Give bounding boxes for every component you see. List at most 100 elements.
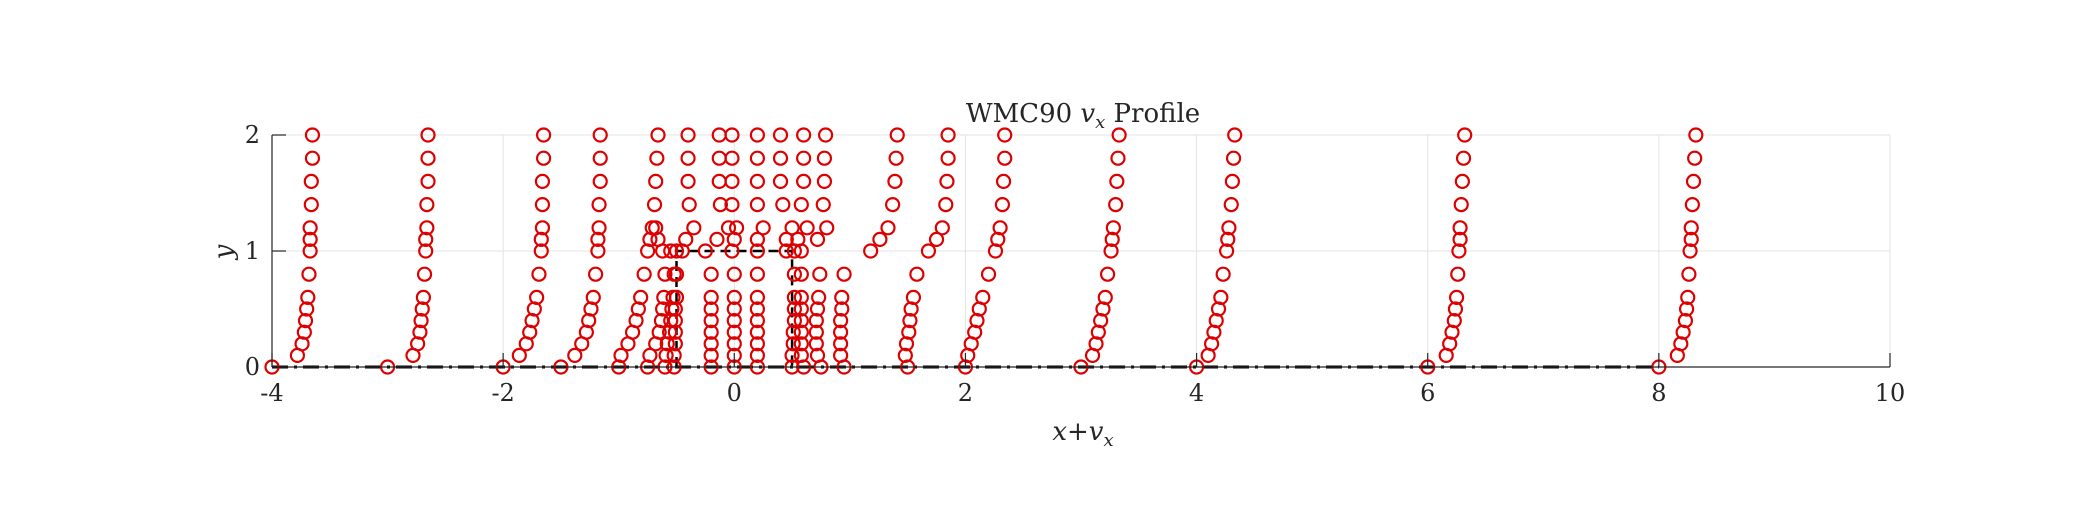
profile-marker xyxy=(1683,220,1699,236)
tick-labels: -4 -2 0 2 4 6 8 10 0 1 2 xyxy=(245,121,1906,407)
profile-marker xyxy=(534,197,551,213)
behind-marker xyxy=(793,301,809,317)
profile-marker xyxy=(590,243,606,259)
profile-marker xyxy=(529,289,545,305)
obstacle-top-marker xyxy=(772,173,789,189)
profile-marker xyxy=(1110,150,1126,166)
front-marker xyxy=(661,324,678,340)
profile-marker xyxy=(592,127,608,143)
profile-marker xyxy=(940,127,956,143)
interior-marker xyxy=(703,313,719,329)
surface-marker xyxy=(674,243,690,259)
interior-marker xyxy=(749,313,766,329)
front-marker xyxy=(667,301,683,317)
behind-marker xyxy=(786,243,802,259)
behind-marker xyxy=(793,313,809,329)
x-tick-label: 8 xyxy=(1651,379,1666,407)
profile-marker xyxy=(413,313,429,329)
profile-marker xyxy=(1450,266,1466,282)
x-tick-label: -4 xyxy=(260,379,283,407)
x-axis-label-plus: + xyxy=(1067,417,1089,447)
y-tick-label: 1 xyxy=(245,237,260,265)
profile-marker xyxy=(975,289,991,305)
obstacle-top-marker xyxy=(784,220,800,236)
behind-marker xyxy=(809,301,826,317)
profile-marker xyxy=(650,127,666,143)
profile-marker xyxy=(534,220,551,236)
interior-marker xyxy=(703,347,719,363)
obstacle-top-marker xyxy=(816,150,833,166)
profile-marker xyxy=(833,324,849,340)
x-tick-label: 10 xyxy=(1875,379,1906,407)
profile-marker xyxy=(1453,197,1469,213)
obstacle-top-marker xyxy=(775,197,791,213)
behind-marker xyxy=(793,289,809,305)
profile-marker xyxy=(1451,243,1467,259)
profile-marker xyxy=(591,220,607,236)
profile-marker xyxy=(418,243,434,259)
profile-marker xyxy=(901,324,917,340)
behind-marker xyxy=(785,324,801,340)
interior-marker xyxy=(726,289,742,305)
profile-marker xyxy=(1220,231,1236,247)
interior-marker xyxy=(703,301,719,317)
profile-marker xyxy=(1452,231,1468,247)
profile-marker xyxy=(1097,289,1113,305)
profile-marker xyxy=(1688,127,1704,143)
behind-marker xyxy=(811,289,827,305)
profile-marker xyxy=(872,231,888,247)
chart-title-sub: x xyxy=(1095,112,1105,133)
profile-marker xyxy=(533,231,549,247)
obstacle-top-marker xyxy=(793,197,809,213)
behind-marker xyxy=(812,266,828,282)
x-axis-label-var: v xyxy=(1089,417,1104,447)
interior-marker xyxy=(703,266,719,282)
profile-marker xyxy=(1454,173,1470,189)
interior-marker xyxy=(726,266,742,282)
profile-marker xyxy=(592,150,608,166)
interior-marker xyxy=(749,301,766,317)
obstacle-top-marker xyxy=(709,231,725,247)
front-marker xyxy=(668,243,685,259)
profile-marker xyxy=(834,301,850,317)
profile-marker xyxy=(414,301,430,317)
interior-marker xyxy=(749,347,766,363)
obstacle-top-marker xyxy=(680,150,696,166)
front-marker xyxy=(667,336,683,352)
behind-marker xyxy=(786,301,802,317)
profile-marker xyxy=(920,243,937,259)
profile-marker xyxy=(992,220,1008,236)
profile-marker xyxy=(633,289,649,305)
behind-marker xyxy=(793,324,809,340)
profile-marker xyxy=(613,347,629,363)
obstacle-top-marker xyxy=(772,150,789,166)
profile-marker xyxy=(300,289,316,305)
behind-marker xyxy=(786,289,802,305)
profile-marker xyxy=(836,266,852,282)
front-marker xyxy=(668,289,685,305)
profile-marker xyxy=(302,243,318,259)
profile-marker xyxy=(420,173,436,189)
obstacle-top-marker xyxy=(755,220,771,236)
profile-marker xyxy=(567,347,583,363)
obstacle-top-marker xyxy=(799,220,815,236)
obstacle-top-marker xyxy=(796,127,812,143)
x-tick-label: 2 xyxy=(958,379,973,407)
profile-marker xyxy=(1681,266,1697,282)
profile-marker xyxy=(997,150,1013,166)
obstacle-top-marker xyxy=(720,220,737,236)
obstacle-top-marker xyxy=(749,231,766,247)
profile-marker xyxy=(833,313,849,329)
front-marker xyxy=(667,324,683,340)
obstacle-top-marker xyxy=(778,231,794,247)
interior-marker xyxy=(726,301,742,317)
obstacle-outline xyxy=(675,249,794,367)
profile-marker xyxy=(1104,231,1120,247)
surface-marker xyxy=(749,243,766,259)
profile-marker xyxy=(1225,150,1242,166)
obstacle-top-marker xyxy=(796,150,812,166)
surface-marker xyxy=(724,243,740,259)
profile-marker xyxy=(1103,243,1119,259)
